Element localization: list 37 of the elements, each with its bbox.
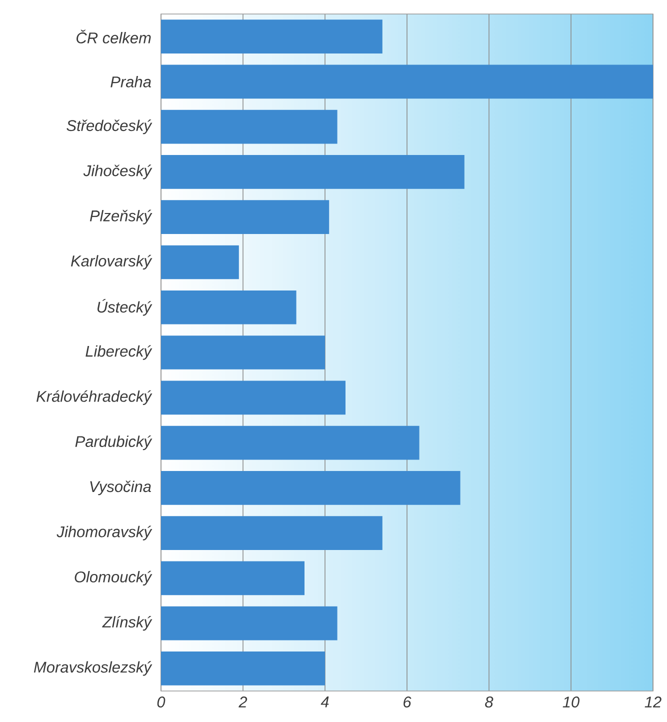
bar [161, 110, 338, 144]
y-tick-label: Plzeňský [90, 210, 152, 224]
y-tick-label: Pardubický [75, 435, 152, 450]
x-tick-label: 10 [562, 696, 580, 708]
bar [161, 652, 326, 686]
bar [161, 155, 464, 189]
bar [161, 516, 382, 550]
bar [161, 561, 305, 596]
x-tick-label: 12 [644, 696, 662, 708]
bar [161, 64, 654, 99]
y-tick-label: Zlínský [102, 616, 152, 631]
bar [161, 245, 239, 280]
bar [161, 426, 420, 460]
x-tick-label: 4 [320, 696, 329, 708]
x-tick-label: 6 [404, 696, 412, 708]
y-tick-label: Královéhradecký [36, 390, 152, 405]
y-tick-label: Karlovarský [71, 254, 152, 270]
y-tick-label: Vysočina [90, 480, 151, 496]
bar [161, 380, 346, 415]
bar [161, 290, 296, 324]
x-tick-label: 2 [238, 696, 248, 708]
y-tick-label: ČR celkem [76, 30, 151, 44]
y-tick-label: Jihočeský [83, 164, 152, 180]
bar [161, 470, 460, 505]
y-tick-label: Středočeský [66, 120, 152, 134]
bar [161, 336, 326, 370]
y-tick-label: Ústecký [98, 299, 152, 316]
bar [161, 606, 338, 640]
bar [161, 200, 330, 234]
y-tick-label: Jihomoravský [56, 526, 152, 540]
bar [161, 20, 382, 54]
x-tick-label: 8 [485, 696, 494, 708]
y-tick-label: Olomoucký [74, 570, 152, 586]
x-tick-label: 0 [157, 696, 166, 708]
y-tick-label: Liberecký [86, 345, 152, 360]
y-tick-label: Praha [110, 76, 151, 88]
y-tick-label: Moravskoslezský [34, 661, 152, 676]
